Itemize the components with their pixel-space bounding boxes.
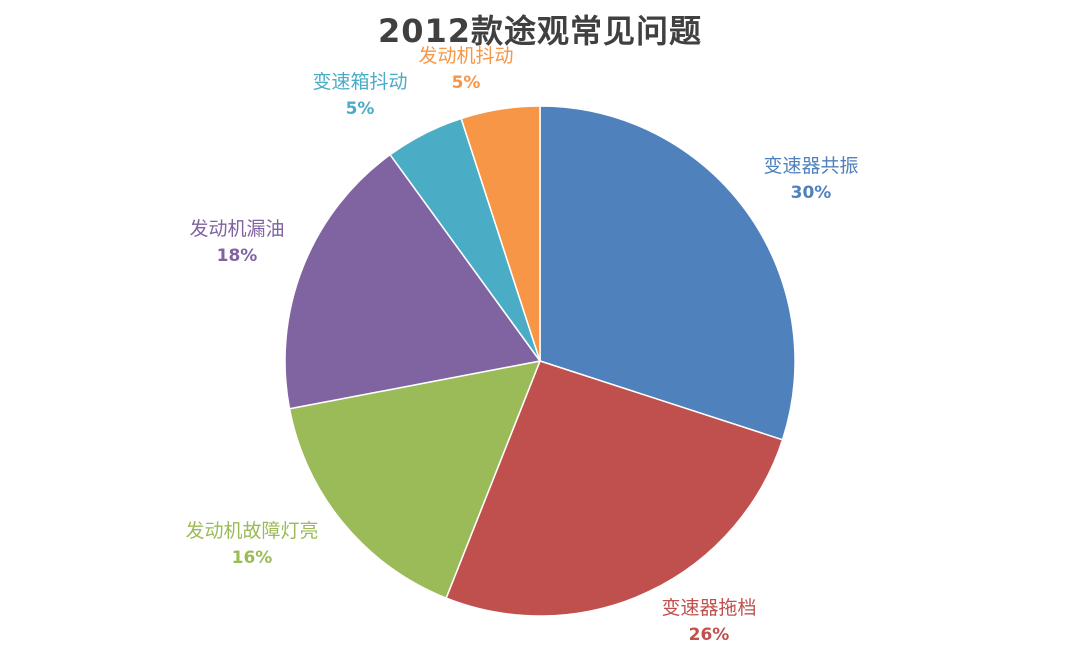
slice-label: 发动机故障灯亮	[185, 520, 318, 542]
pie-slice	[460, 105, 541, 362]
pie-slice	[539, 105, 796, 441]
pie-slice	[288, 360, 542, 600]
slice-label: 变速器拖档	[661, 597, 756, 619]
slice-value-label: 16%	[232, 548, 273, 568]
slice-label: 变速器共振	[763, 155, 858, 177]
chart-title: 2012款途观常见问题	[377, 12, 703, 50]
slice-value-label: 30%	[791, 183, 832, 203]
pie-slice	[445, 360, 784, 617]
pie-slice	[284, 153, 542, 410]
slice-label: 发动机漏油	[189, 218, 284, 240]
slice-value-label: 26%	[689, 625, 730, 645]
slice-label: 发动机抖动	[418, 45, 513, 67]
slice-value-label: 18%	[217, 246, 258, 266]
slice-value-label: 5%	[346, 99, 375, 119]
slice-label: 变速箱抖动	[312, 71, 407, 93]
slice-value-label: 5%	[452, 73, 481, 93]
